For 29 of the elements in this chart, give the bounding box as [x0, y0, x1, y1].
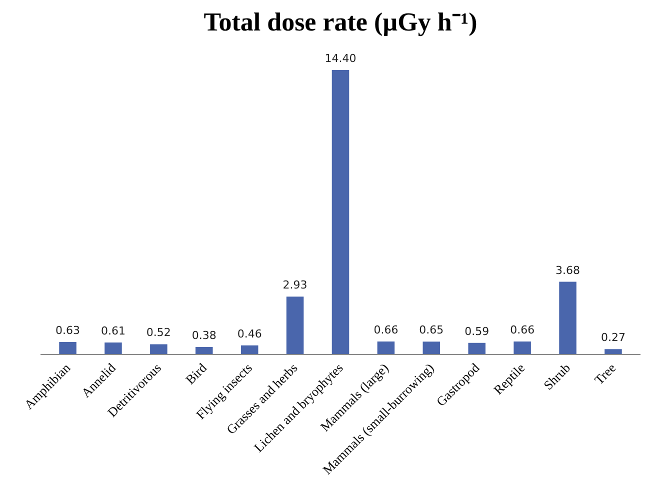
data-label: 0.46: [237, 327, 262, 340]
bar: [332, 70, 350, 354]
data-label: 14.40: [324, 52, 356, 65]
data-label: 0.66: [374, 323, 398, 336]
bar: [196, 346, 213, 354]
bar: [559, 282, 576, 354]
bar: [104, 342, 122, 354]
data-label: 0.27: [600, 331, 626, 344]
data-label: 0.38: [192, 328, 216, 342]
bar: [59, 342, 76, 354]
data-label: 3.68: [556, 264, 580, 277]
bar: [240, 345, 258, 354]
bar: [422, 342, 440, 354]
bar: [150, 344, 168, 354]
data-label: 0.61: [100, 324, 126, 338]
bar: [286, 296, 304, 354]
data-label: 0.66: [510, 323, 535, 336]
data-label: 0.63: [56, 324, 80, 338]
x-tick-label: Bird: [182, 360, 210, 388]
chart-title: Total dose rate (µGy h⁻¹): [204, 8, 478, 36]
bar: [514, 341, 531, 354]
bar: [377, 341, 395, 354]
data-label: 0.59: [464, 324, 490, 338]
data-label: 0.65: [419, 324, 444, 337]
bar: [604, 349, 622, 354]
x-tick-label: Tree: [591, 360, 619, 388]
data-label: 0.52: [146, 326, 171, 340]
bar: [468, 342, 486, 354]
data-label: 2.93: [282, 278, 308, 292]
